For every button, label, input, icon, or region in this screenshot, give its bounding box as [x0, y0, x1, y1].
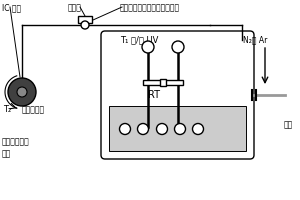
Bar — [143, 80, 183, 85]
Bar — [78, 16, 92, 23]
Circle shape — [8, 78, 36, 106]
Circle shape — [137, 123, 148, 134]
Circle shape — [142, 41, 154, 53]
Text: IC 型材: IC 型材 — [2, 3, 21, 12]
Text: 缠绕轴: 缠绕轴 — [68, 3, 82, 12]
Circle shape — [17, 87, 27, 97]
Text: N₂或 Ar: N₂或 Ar — [243, 36, 267, 45]
Circle shape — [172, 41, 184, 53]
Text: 陶瓷基体的元
驱体: 陶瓷基体的元 驱体 — [2, 138, 30, 158]
Text: 温度梯度区: 温度梯度区 — [22, 106, 45, 114]
Circle shape — [193, 123, 203, 134]
Text: 纵维: 纵维 — [284, 120, 293, 130]
Circle shape — [81, 21, 89, 29]
Text: RT: RT — [148, 90, 160, 100]
Text: T₂: T₂ — [3, 106, 11, 114]
Text: 横动排纱（用于纳维带、束）: 横动排纱（用于纳维带、束） — [120, 3, 180, 12]
Circle shape — [119, 123, 130, 134]
Circle shape — [157, 123, 167, 134]
Circle shape — [175, 123, 185, 134]
Text: T₁ 和/或 UV: T₁ 和/或 UV — [120, 36, 158, 45]
Bar — [109, 106, 246, 151]
Bar — [160, 79, 166, 86]
